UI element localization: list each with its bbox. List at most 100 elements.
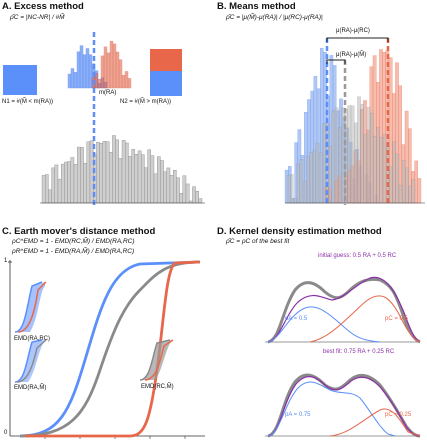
histogram-bar: [109, 40, 114, 89]
histogram-bar: [131, 149, 136, 204]
histogram-bar: [392, 141, 397, 204]
initial-guess-label: initial guess: 0.5 RA + 0.5 RC: [318, 253, 397, 259]
histogram-bar: [286, 175, 291, 204]
histogram-bar: [144, 167, 148, 204]
kde-bottom-fit: [267, 376, 421, 437]
panel-d-formula: ρ̂C = ρC of the best fit: [226, 238, 290, 245]
histogram-bar: [76, 146, 81, 204]
pc-bottom-label: pC = 0.25: [385, 412, 412, 418]
histogram-bar: [80, 147, 84, 204]
histogram-bar: [363, 134, 368, 204]
histogram-bar: [347, 105, 352, 204]
histogram-bar: [305, 156, 310, 204]
histogram-bar: [88, 54, 93, 89]
histogram-bar: [79, 45, 84, 89]
histogram-bar: [83, 163, 87, 204]
histogram-bar: [360, 104, 365, 204]
histogram-bar: [100, 55, 105, 89]
histogram-bar: [48, 189, 52, 204]
histogram-bar: [127, 78, 132, 89]
histogram-bar: [160, 160, 164, 204]
histogram-bar: [45, 174, 49, 204]
histogram-bar: [179, 193, 184, 204]
inset-emd-ra-rc: [14, 281, 47, 333]
mixture-histogram: [41, 135, 203, 204]
histogram-bar: [337, 127, 342, 204]
panel-c-figure: [8, 260, 205, 439]
histogram-bar: [115, 139, 119, 204]
panel-b-formula: ρ̂C = |μ(M̃)-μ(RA)| / |μ(RC)-μ(RA)|: [226, 14, 323, 21]
histogram-bar: [82, 54, 87, 89]
histogram-bar: [401, 160, 406, 204]
histogram-bar: [398, 185, 403, 204]
histogram-bar: [124, 142, 129, 204]
panel-b-figure: [284, 37, 425, 205]
kde-top-mixture: [267, 277, 421, 344]
histogram-bar: [405, 167, 409, 204]
histogram-bar: [76, 51, 81, 89]
n1-box: [3, 65, 37, 95]
histogram-bar: [312, 150, 316, 204]
histogram-bar: [97, 79, 102, 89]
histogram-bar: [67, 73, 72, 89]
histogram-bar: [54, 164, 59, 204]
n2-label: N2 = #(M̃ > m(RA)): [120, 99, 172, 105]
reference-c-distribution: [91, 40, 132, 89]
bracket-top-label: μ(RA)-μ(RC): [336, 28, 370, 34]
histogram-bar: [373, 136, 377, 204]
pc-top-label: pC = 0.5: [385, 316, 408, 322]
histogram-bar: [137, 150, 142, 204]
histogram-bar: [166, 167, 171, 204]
histogram-bar: [411, 179, 416, 204]
y-axis-bottom-label: 0: [4, 430, 8, 436]
histogram-bar: [70, 157, 75, 204]
histogram-bar: [85, 48, 90, 89]
cdf-reference-a: [19, 260, 201, 438]
histogram-bar: [195, 190, 200, 204]
histogram-bar: [169, 175, 174, 204]
histogram-bar: [353, 122, 358, 204]
histogram-bar: [105, 141, 110, 204]
pa-top-label: pA = 0.5: [285, 316, 308, 322]
histogram-bar: [321, 123, 326, 204]
inset-3-label: EMD(RC,M̃): [141, 384, 174, 390]
kde-bottom-mixture: [267, 373, 421, 438]
histogram-bar: [134, 154, 139, 204]
histogram-bar: [389, 166, 393, 204]
histogram-bar: [369, 112, 374, 204]
kde-bottom-pc: [329, 408, 421, 437]
panel-c-formula-1: ρC^EMD = 1 - EMD(RC,M̃) / EMD(RA,RC): [12, 238, 135, 245]
histogram-bar: [366, 107, 371, 204]
histogram-bar: [108, 152, 113, 204]
histogram-bar: [121, 75, 126, 89]
histogram-bar: [198, 198, 203, 204]
panel-a-title: A. Excess method: [2, 1, 84, 12]
histogram-bar: [153, 173, 158, 204]
kde-top-pa: [267, 306, 381, 343]
histogram-bar: [334, 107, 339, 204]
cdf-reference-c: [25, 260, 201, 438]
panel-c-title: C. Earth mover's distance method: [2, 226, 156, 237]
inset-2-label: EMD(RA,M̃): [14, 385, 47, 391]
histogram-bar: [112, 135, 116, 204]
histogram-bar: [89, 140, 94, 204]
kde-top-fit: [267, 276, 421, 343]
inset-1-label: EMD(RA,RC): [14, 336, 50, 342]
histogram-bar: [99, 143, 103, 204]
histogram-bar: [140, 154, 145, 204]
kde-bottom-pa: [267, 381, 396, 437]
histogram-bar: [57, 178, 62, 204]
histogram-bar: [124, 71, 129, 89]
histogram-bar: [94, 73, 99, 89]
histogram-bar: [128, 156, 132, 204]
histogram-bar: [73, 72, 78, 89]
histogram-bar: [112, 43, 117, 89]
histogram-bar: [289, 174, 294, 204]
histogram-bar: [296, 163, 300, 204]
histogram-bar: [376, 126, 381, 204]
mixture-histogram: [286, 96, 416, 204]
histogram-bar: [67, 161, 71, 204]
panel-a-formula: ρ̂C = |NC-NR| / #M̃: [10, 14, 65, 21]
histogram-bar: [357, 96, 361, 204]
histogram-bar: [64, 161, 68, 204]
